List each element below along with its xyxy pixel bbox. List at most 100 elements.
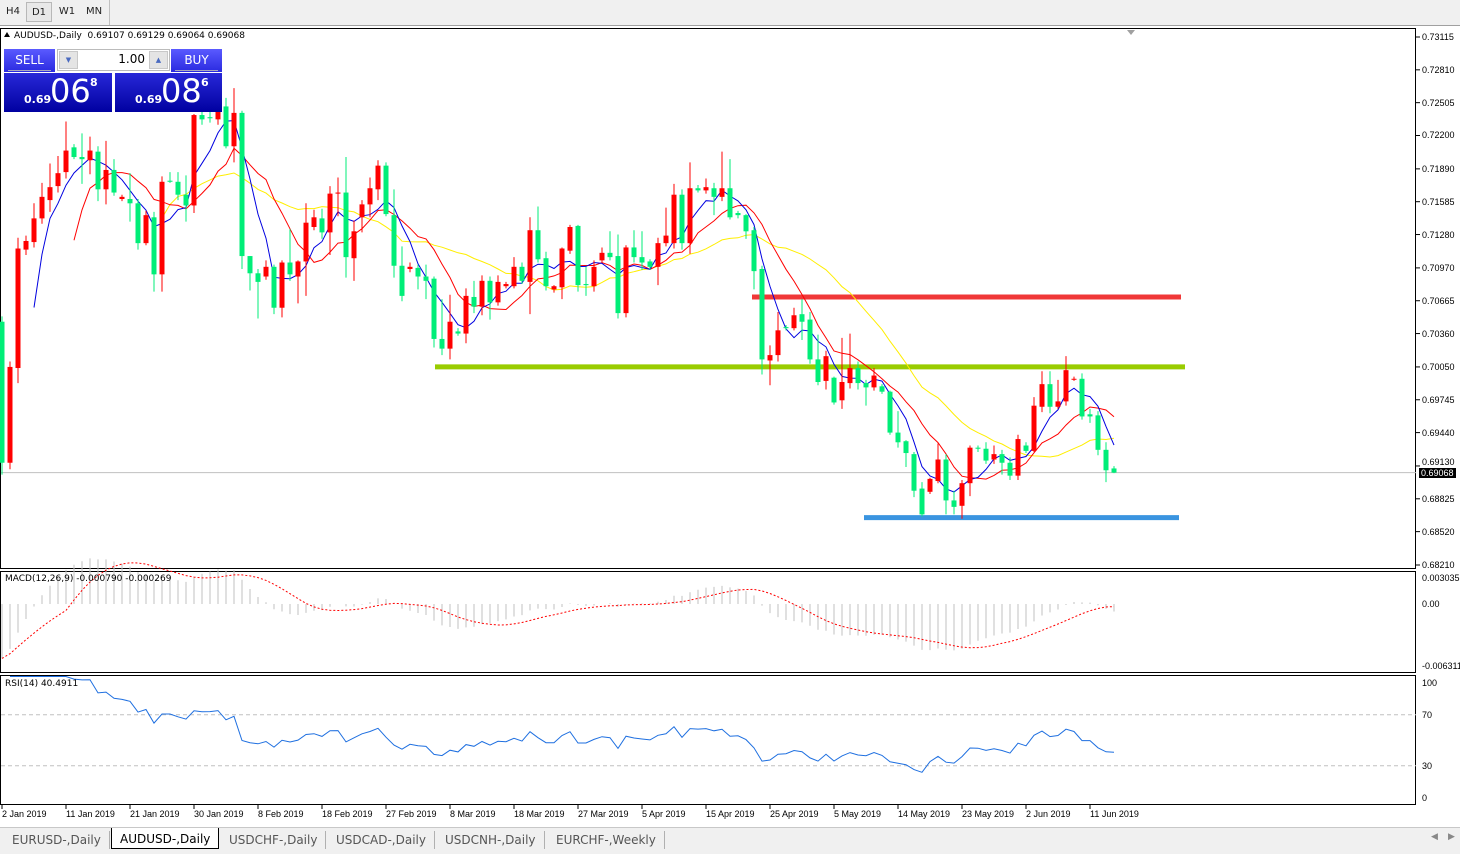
candle-body [503, 284, 509, 287]
candle [543, 251, 549, 291]
candle [815, 334, 821, 386]
tab-eurusd[interactable]: EURUSD-,Daily [4, 831, 110, 849]
candle [975, 445, 981, 452]
candle [511, 257, 517, 289]
candle [471, 280, 477, 314]
candle-body [7, 366, 13, 463]
candle [79, 133, 85, 184]
lot-decrease-button[interactable]: ▼ [59, 51, 78, 69]
candle-body [47, 187, 53, 201]
candle [367, 177, 373, 218]
candle [959, 479, 965, 519]
scroll-left-icon[interactable]: ◀ [1431, 832, 1438, 842]
candle-body [79, 157, 85, 160]
candle [263, 260, 269, 280]
date-axis-label: 2 Jan 2019 [2, 809, 47, 819]
scroll-right-icon[interactable]: ▶ [1448, 832, 1455, 842]
candle [687, 162, 693, 254]
candle-body [471, 296, 477, 307]
lot-value[interactable]: 1.00 [118, 52, 145, 66]
candle [487, 276, 493, 320]
candle [935, 443, 941, 484]
candle-body [327, 193, 333, 233]
candle-body [767, 355, 773, 361]
date-axis-label: 25 Apr 2019 [770, 809, 819, 819]
timeframe-h4-button[interactable]: H4 [6, 6, 20, 17]
candle-body [1111, 468, 1117, 473]
candle [767, 345, 773, 386]
candle [911, 451, 917, 498]
candle [439, 299, 445, 356]
candle [407, 262, 413, 273]
candle [1071, 376, 1077, 381]
candle [751, 226, 757, 290]
candle [567, 224, 573, 254]
candle-body [455, 331, 461, 334]
candle [63, 121, 69, 179]
price-axis-label: 0.71280 [1422, 229, 1455, 240]
timeframe-w1-button[interactable]: W1 [58, 6, 76, 17]
date-axis-label: 27 Feb 2019 [386, 809, 437, 819]
candle-body [407, 266, 413, 269]
candle [95, 146, 101, 202]
buy-price-pips: 08 [161, 72, 202, 110]
tab-usdcnh[interactable]: USDCNH-,Daily [437, 831, 545, 849]
candle [999, 449, 1005, 475]
candle-body [175, 181, 181, 195]
tab-audusd[interactable]: AUDUSD-,Daily [111, 828, 220, 849]
candle-body [991, 454, 997, 460]
candle [1079, 373, 1085, 420]
candle [463, 288, 469, 344]
candle-body [1087, 414, 1093, 417]
candle [127, 173, 133, 222]
candle [111, 159, 117, 196]
candle-body [223, 106, 229, 147]
candle [863, 379, 869, 406]
candle [727, 159, 733, 220]
candle-body [927, 478, 933, 492]
candle-body [87, 150, 93, 161]
candle [1015, 434, 1021, 480]
timeframe-mn-button[interactable]: MN [85, 6, 103, 17]
candle-body [487, 280, 493, 303]
candle-body [0, 321, 5, 463]
buy-button[interactable]: BUY [171, 49, 222, 72]
buy-price[interactable]: 0.69 08 6 [115, 72, 222, 112]
candle-body [903, 441, 909, 454]
candle-body [751, 230, 757, 272]
candle-body [191, 115, 197, 206]
candle [151, 211, 157, 292]
candle-body [687, 188, 693, 244]
candle-body [495, 281, 501, 303]
candle-body [911, 454, 917, 491]
candle-body [591, 266, 597, 287]
tab-eurchf[interactable]: EURCHF-,Weekly [548, 831, 665, 849]
sell-label: SELL [15, 53, 44, 67]
tab-usdchf[interactable]: USDCHF-,Daily [221, 831, 327, 849]
candle-body [639, 257, 645, 263]
candle-body [1095, 415, 1101, 450]
tab-usdcad[interactable]: USDCAD-,Daily [328, 831, 435, 849]
timeframe-d1-button[interactable]: D1 [26, 2, 52, 22]
candle [735, 210, 741, 219]
candle [719, 151, 725, 202]
sell-price[interactable]: 0.69 06 8 [4, 72, 112, 112]
candle [1031, 397, 1037, 452]
collapse-triangle-icon[interactable] [4, 32, 10, 37]
candle [135, 199, 141, 250]
candle-body [271, 266, 277, 308]
date-axis-label: 21 Jan 2019 [130, 809, 180, 819]
candle-body [815, 359, 821, 383]
candle-body [943, 459, 949, 501]
lot-increase-button[interactable]: ▲ [149, 51, 168, 69]
candle-body [383, 165, 389, 215]
candle-body [247, 256, 253, 274]
candle-body [103, 169, 109, 190]
lot-size-input[interactable]: ▼ 1.00 ▲ [57, 49, 170, 71]
candle [455, 328, 461, 336]
sell-button[interactable]: SELL [4, 49, 55, 72]
candle [47, 163, 53, 212]
candle [0, 316, 5, 475]
candle [615, 234, 621, 319]
